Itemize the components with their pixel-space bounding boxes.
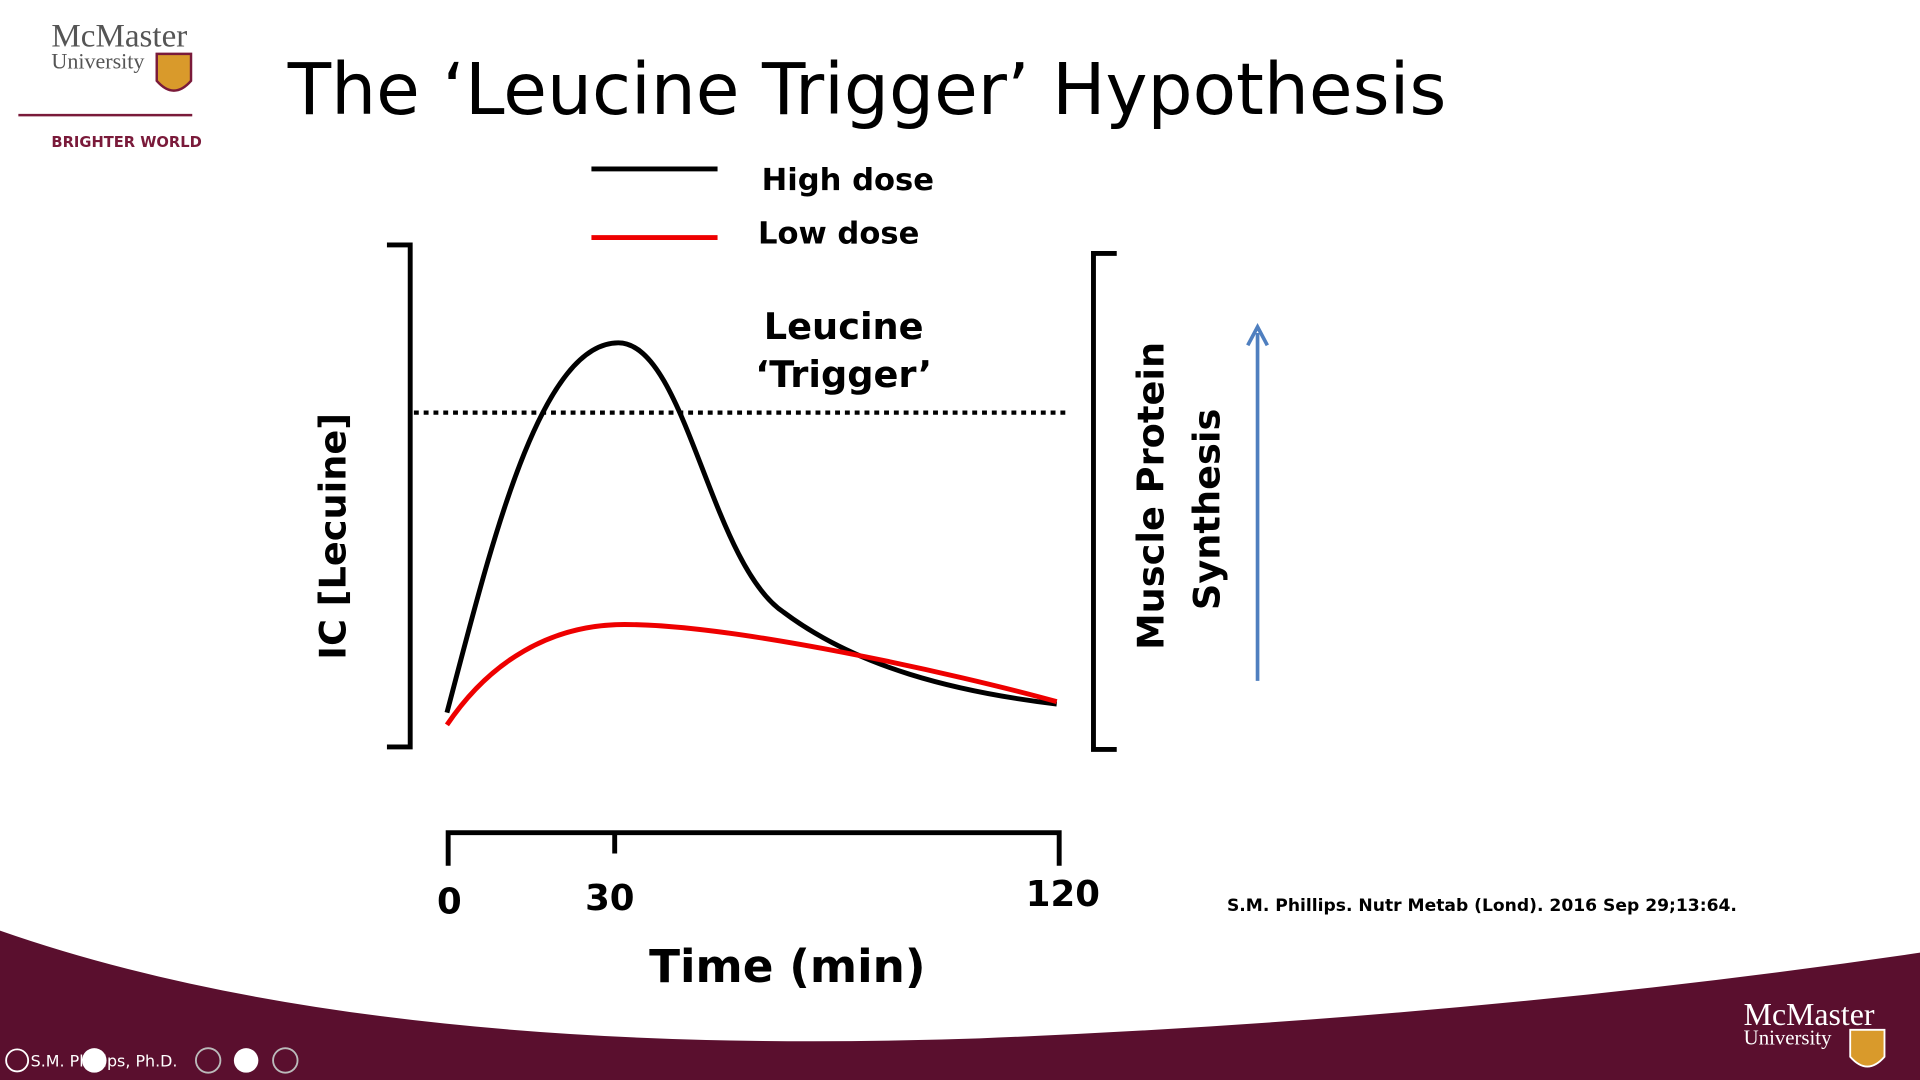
annotation: ‘Trigger’	[755, 353, 932, 396]
x-tick-label: 120	[1026, 874, 1100, 915]
footer-band	[0, 930, 1920, 1080]
footer-logo-name: McMaster	[1744, 997, 1875, 1032]
toolbar-icon[interactable]	[5, 1048, 30, 1073]
left-bracket	[386, 242, 413, 750]
toolbar-button[interactable]	[195, 1047, 222, 1074]
annotation: Leucine	[764, 305, 924, 348]
time-axis	[445, 830, 1062, 866]
footer-crest	[1849, 1028, 1886, 1068]
camera-button[interactable]	[233, 1048, 259, 1073]
legend-label: Low dose	[758, 217, 919, 252]
right-axis-label: Muscle Protein	[1129, 342, 1172, 650]
right-bracket	[1091, 251, 1117, 752]
tagline: BRIGHTER WORLD	[51, 134, 201, 151]
pen-button[interactable]	[82, 1048, 107, 1073]
legend-label: High dose	[762, 163, 934, 198]
low-dose-curve	[444, 622, 1058, 727]
logo-sub: University	[51, 49, 144, 74]
high-dose-curve	[444, 340, 1058, 714]
y-axis-label: IC [Lecuine]	[311, 413, 354, 660]
x-tick-label: 0	[437, 881, 462, 922]
right-axis-label: Synthesis	[1186, 409, 1229, 610]
logo-name: McMaster	[51, 19, 187, 55]
up-arrow-head	[1246, 323, 1269, 347]
slide-title: The ‘Leucine Trigger’ Hypothesis	[287, 48, 1447, 131]
x-tick-label: 30	[585, 878, 634, 919]
more-button[interactable]	[272, 1047, 299, 1074]
citation: S.M. Phillips. Nutr Metab (Lond). 2016 S…	[1227, 896, 1737, 916]
footer-logo-sub: University	[1744, 1025, 1832, 1049]
logo-crest	[155, 52, 193, 92]
x-axis-label: Time (min)	[649, 940, 926, 993]
